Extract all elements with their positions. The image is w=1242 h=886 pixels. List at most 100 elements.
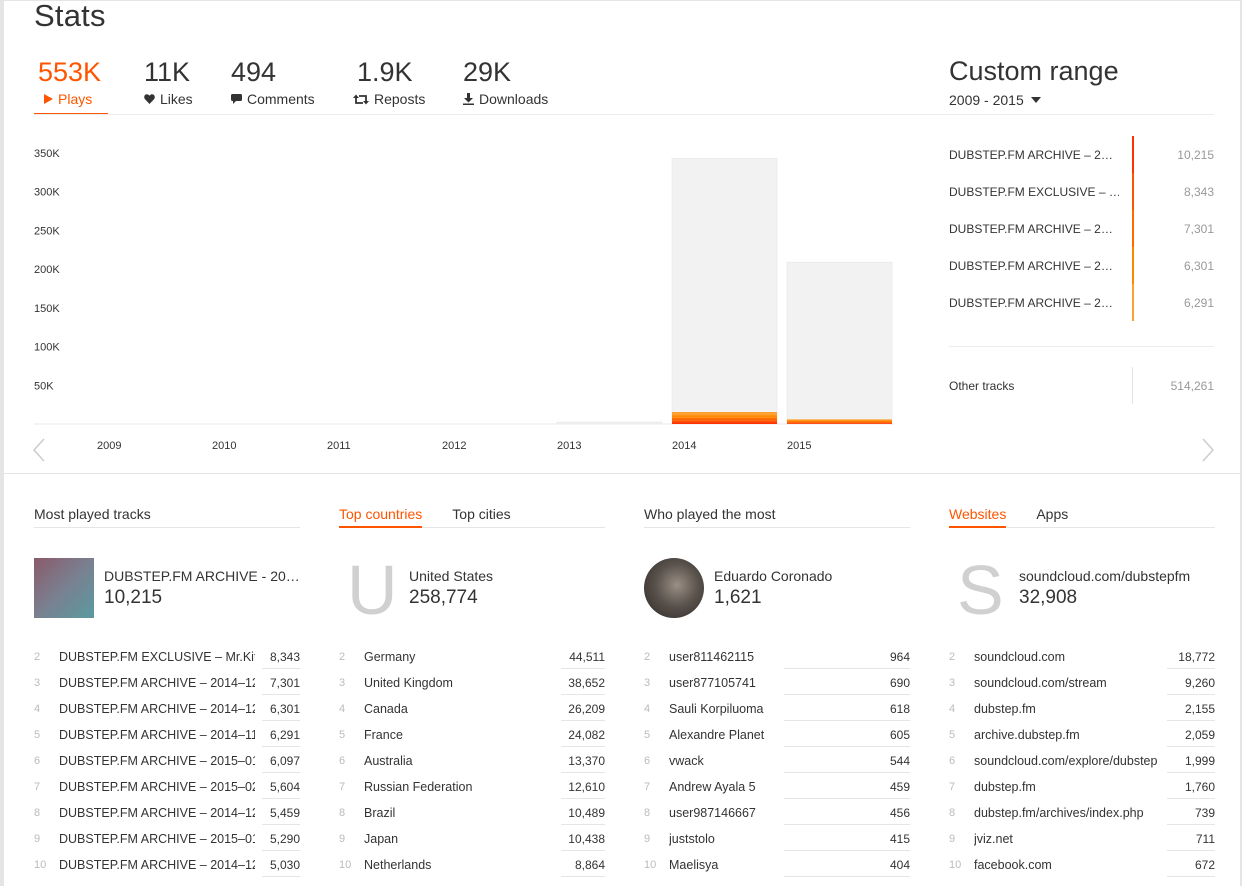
list-item[interactable]: 8 dubstep.fm/archives/index.php 739 — [949, 800, 1215, 826]
item-value: 672 — [1194, 858, 1215, 872]
item-value: 24,082 — [568, 728, 605, 742]
top-listener-hero[interactable]: Eduardo Coronado 1,621 — [644, 558, 910, 618]
top-website-hero[interactable]: S soundcloud.com/dubstepfm 32,908 — [949, 551, 1215, 629]
list-item[interactable]: 4 Canada 26,209 — [339, 696, 605, 722]
tab-top-cities[interactable]: Top cities — [452, 506, 511, 522]
list-item[interactable]: 4 Sauli Korpiluoma 618 — [644, 696, 910, 722]
legend-track-row[interactable]: DUBSTEP.FM ARCHIVE – 2… 6,301 — [949, 247, 1214, 284]
rank-number: 3 — [34, 677, 41, 689]
list-item[interactable]: 2 soundcloud.com 18,772 — [949, 644, 1215, 670]
list-item[interactable]: 8 Brazil 10,489 — [339, 800, 605, 826]
tab-top-countries[interactable]: Top countries — [339, 500, 423, 528]
rank-number: 10 — [339, 859, 352, 871]
list-item[interactable]: 7 Andrew Ayala 5 459 — [644, 774, 910, 800]
tab-apps[interactable]: Apps — [1036, 506, 1069, 522]
list-item[interactable]: 2 DUBSTEP.FM EXCLUSIVE – Mr.Kitt 8,343 — [34, 644, 300, 670]
item-name: DUBSTEP.FM EXCLUSIVE – Mr.Kitt — [59, 650, 255, 664]
list-item[interactable]: 3 DUBSTEP.FM ARCHIVE – 2014–12- 7,301 — [34, 670, 300, 696]
item-name: DUBSTEP.FM ARCHIVE – 2014–12- — [59, 858, 255, 872]
item-underline — [262, 720, 300, 721]
list-item[interactable]: 6 DUBSTEP.FM ARCHIVE – 2015–01- 6,097 — [34, 748, 300, 774]
list-item[interactable]: 10 facebook.com 672 — [949, 852, 1215, 878]
rank-number: 9 — [34, 833, 41, 845]
rank-number: 2 — [644, 651, 651, 663]
list-item[interactable]: 6 Australia 13,370 — [339, 748, 605, 774]
item-underline — [784, 798, 910, 799]
list-item[interactable]: 3 soundcloud.com/stream 9,260 — [949, 670, 1215, 696]
list-item[interactable]: 5 DUBSTEP.FM ARCHIVE – 2014–11- 6,291 — [34, 722, 300, 748]
list-item[interactable]: 3 United Kingdom 38,652 — [339, 670, 605, 696]
item-underline — [262, 772, 300, 773]
metric-plays-value: 553K — [38, 57, 102, 87]
hero-track-plays: 10,215 — [104, 587, 163, 608]
list-item[interactable]: 5 archive.dubstep.fm 2,059 — [949, 722, 1215, 748]
list-item[interactable]: 5 Alexandre Planet 605 — [644, 722, 910, 748]
item-underline — [784, 772, 910, 773]
hero-country-plays: 258,774 — [409, 587, 478, 608]
list-item[interactable]: 4 DUBSTEP.FM ARCHIVE – 2014–12- 6,301 — [34, 696, 300, 722]
list-item[interactable]: 10 Netherlands 8,864 — [339, 852, 605, 878]
legend-track-row[interactable]: DUBSTEP.FM ARCHIVE – 2… 10,215 — [949, 136, 1214, 173]
item-name: soundcloud.com/explore/dubstep — [974, 754, 1158, 768]
item-name: DUBSTEP.FM ARCHIVE – 2015–01- — [59, 754, 255, 768]
list-item[interactable]: 9 juststolo 415 — [644, 826, 910, 852]
top-track-hero[interactable]: DUBSTEP.FM ARCHIVE - 20… 10,215 — [34, 558, 300, 618]
list-item[interactable]: 6 vwack 544 — [644, 748, 910, 774]
rank-number: 10 — [644, 859, 657, 871]
x-tick-label: 2014 — [672, 440, 696, 452]
plays-chart-svg: 50K 100K 150K 200K 250K 300K 350K 2009 2010 2011 2… — [34, 148, 894, 452]
item-value: 18,772 — [1178, 650, 1215, 664]
metric-plays[interactable]: 553K Plays — [34, 56, 108, 115]
list-item[interactable]: 5 France 24,082 — [339, 722, 605, 748]
item-underline — [784, 850, 910, 851]
metric-likes[interactable]: 11K Likes — [144, 56, 193, 115]
list-item[interactable]: 7 Russian Federation 12,610 — [339, 774, 605, 800]
legend-track-value: 6,301 — [1183, 258, 1214, 273]
item-value: 618 — [889, 702, 910, 716]
list-item[interactable]: 6 soundcloud.com/explore/dubstep 1,999 — [949, 748, 1215, 774]
legend-track-row[interactable]: DUBSTEP.FM ARCHIVE – 2… 7,301 — [949, 210, 1214, 247]
list-item[interactable]: 10 DUBSTEP.FM ARCHIVE – 2014–12- 5,030 — [34, 852, 300, 878]
chevron-right-icon[interactable] — [1202, 438, 1214, 462]
rank-number: 7 — [949, 781, 956, 793]
list-item[interactable]: 2 Germany 44,511 — [339, 644, 605, 670]
metric-reposts-value: 1.9K — [357, 57, 413, 87]
metric-comments-value: 494 — [231, 57, 277, 87]
chevron-left-icon[interactable] — [33, 438, 45, 462]
top-country-hero[interactable]: U United States 258,774 — [339, 551, 605, 629]
metric-comments[interactable]: 494 Comments — [231, 56, 315, 115]
list-item[interactable]: 9 jviz.net 711 — [949, 826, 1215, 852]
metric-downloads[interactable]: 29K Downloads — [463, 56, 548, 115]
list-item[interactable]: 2 user811462115 964 — [644, 644, 910, 670]
avatar[interactable] — [644, 558, 704, 618]
item-underline — [561, 746, 605, 747]
websites-panel: Websites Apps S soundcloud.com/dubstepfm… — [949, 500, 1215, 878]
item-value: 5,459 — [269, 806, 300, 820]
item-name: jviz.net — [974, 832, 1013, 846]
list-item[interactable]: 10 Maelisya 404 — [644, 852, 910, 878]
list-item[interactable]: 4 dubstep.fm 2,155 — [949, 696, 1215, 722]
item-value: 6,291 — [269, 728, 300, 742]
list-item[interactable]: 9 Japan 10,438 — [339, 826, 605, 852]
list-item[interactable]: 8 user987146667 456 — [644, 800, 910, 826]
list-item[interactable]: 8 DUBSTEP.FM ARCHIVE – 2014–12- 5,459 — [34, 800, 300, 826]
item-value: 739 — [1194, 806, 1215, 820]
item-value: 690 — [889, 676, 910, 690]
range-dropdown[interactable]: 2009 - 2015 — [949, 92, 1041, 108]
item-underline — [561, 720, 605, 721]
list-item[interactable]: 7 DUBSTEP.FM ARCHIVE – 2015–02- 5,604 — [34, 774, 300, 800]
item-name: Canada — [364, 702, 408, 716]
metric-reposts[interactable]: 1.9K Reposts — [353, 56, 425, 115]
list-item[interactable]: 7 dubstep.fm 1,760 — [949, 774, 1215, 800]
item-name: Andrew Ayala 5 — [669, 780, 756, 794]
list-item[interactable]: 9 DUBSTEP.FM ARCHIVE – 2015–01- 5,290 — [34, 826, 300, 852]
item-name: user811462115 — [669, 650, 755, 664]
hero-website-plays: 32,908 — [1019, 587, 1078, 608]
legend-track-row[interactable]: DUBSTEP.FM EXCLUSIVE – … 8,343 — [949, 173, 1214, 210]
legend-track-row[interactable]: DUBSTEP.FM ARCHIVE – 2… 6,291 — [949, 284, 1214, 321]
legend-color-bar — [1132, 210, 1134, 247]
list-item[interactable]: 3 user877105741 690 — [644, 670, 910, 696]
item-value: 8,343 — [269, 650, 300, 664]
tab-websites[interactable]: Websites — [949, 500, 1007, 528]
metric-reposts-label: Reposts — [374, 91, 426, 107]
